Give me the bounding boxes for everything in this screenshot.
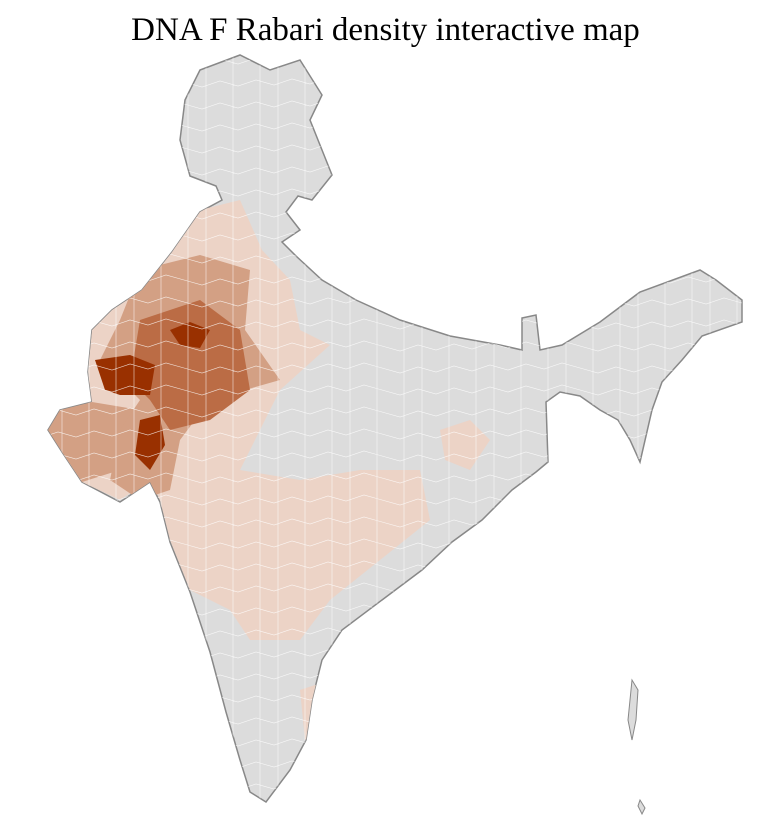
district-region-high[interactable] (135, 415, 165, 470)
district-region-high[interactable] (95, 355, 155, 395)
map-title: DNA F Rabari density interactive map (131, 12, 640, 48)
density-regions (48, 200, 490, 740)
andaman-islands (627, 678, 639, 741)
islands (627, 678, 646, 816)
district-region-medium[interactable] (130, 300, 250, 430)
nicobar-islands (637, 798, 646, 816)
